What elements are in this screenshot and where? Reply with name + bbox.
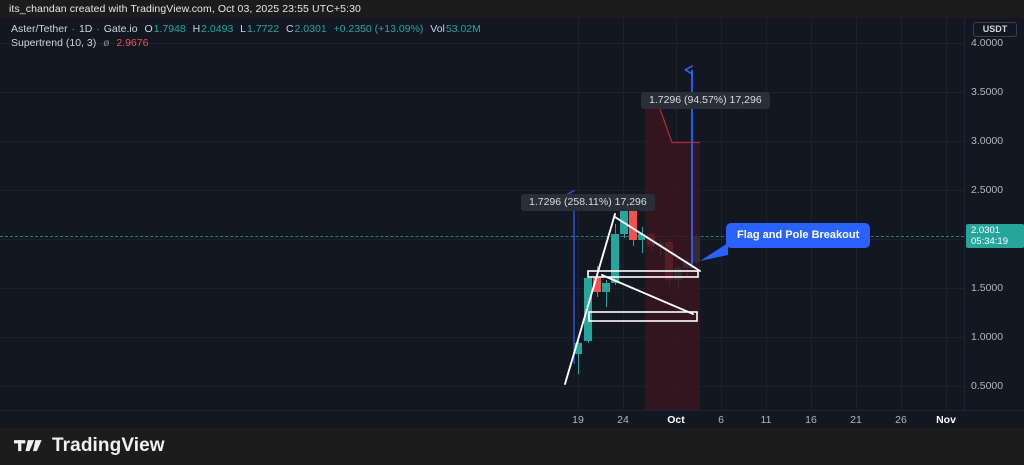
gridline-h bbox=[0, 238, 964, 240]
chart-pane[interactable]: 1.7296 (258.11%) 17,296 1.7296 (94.57%) … bbox=[0, 18, 964, 428]
callout-tail bbox=[700, 243, 728, 261]
chart-frame: 1.7296 (258.11%) 17,296 1.7296 (94.57%) … bbox=[0, 18, 1024, 428]
legend-low-label: L bbox=[240, 23, 246, 35]
candle bbox=[611, 18, 619, 410]
time-tick: 24 bbox=[617, 414, 629, 426]
legend-symbol[interactable]: Aster/Tether bbox=[11, 23, 68, 35]
price-tick: 2.5000 bbox=[971, 183, 1004, 196]
candle-wick bbox=[577, 341, 579, 374]
price-tick: 1.5000 bbox=[971, 281, 1004, 294]
gridline-h bbox=[0, 189, 964, 191]
time-scale[interactable]: 19 24 Oct 6 11 16 21 26 Nov bbox=[0, 410, 1024, 428]
candle bbox=[593, 18, 601, 410]
price-tick: 3.0000 bbox=[971, 134, 1004, 147]
price-tick: 0.5000 bbox=[971, 379, 1004, 392]
legend-indicator-value: 2.9676 bbox=[116, 37, 149, 49]
gridline-h bbox=[0, 140, 964, 142]
legend-indicator-name[interactable]: Supertrend (10, 3) bbox=[11, 37, 97, 49]
legend-sep-2: · bbox=[96, 23, 100, 35]
countdown-timer: 05:34:19 bbox=[971, 235, 1008, 247]
candle-body bbox=[620, 204, 628, 234]
horizontal-zones bbox=[587, 270, 699, 322]
price-tick: 1.0000 bbox=[971, 330, 1004, 343]
legend-interval[interactable]: 1D bbox=[78, 23, 93, 35]
gridline-v bbox=[856, 18, 857, 410]
time-tick: Nov bbox=[936, 414, 956, 426]
gridline-v bbox=[578, 18, 579, 410]
gridline-v bbox=[766, 18, 767, 410]
gridline-v bbox=[811, 18, 812, 410]
candle-body bbox=[629, 203, 637, 241]
price-tick: 4.0000 bbox=[971, 36, 1004, 49]
flag-upper-trendline bbox=[614, 216, 701, 272]
legend-high-value: 2.0493 bbox=[201, 23, 234, 35]
gridline-v bbox=[946, 18, 947, 410]
zone-lower bbox=[588, 311, 698, 322]
legend-low-value: 1.7722 bbox=[246, 23, 280, 35]
candle bbox=[574, 18, 582, 410]
gridline-h bbox=[0, 385, 964, 387]
candle-body bbox=[611, 233, 619, 283]
candle bbox=[602, 18, 610, 410]
gridline-h bbox=[0, 42, 964, 44]
gridline-h bbox=[0, 336, 964, 338]
legend-open-value: 1.7948 bbox=[153, 23, 186, 35]
time-tick: 21 bbox=[850, 414, 862, 426]
pole-trendline bbox=[564, 213, 616, 385]
legend-change: +0.2350 (+13.09%) bbox=[333, 23, 424, 35]
current-price-line bbox=[0, 235, 964, 237]
legend-exchange[interactable]: Gate.io bbox=[103, 23, 138, 35]
flag-lower-trendline bbox=[601, 274, 694, 315]
time-tick: 16 bbox=[805, 414, 817, 426]
current-price-value: 2.0301 bbox=[971, 224, 1001, 236]
candle-body bbox=[584, 277, 592, 342]
gridline-v bbox=[721, 18, 722, 410]
zone-upper bbox=[587, 270, 699, 278]
gridline-h bbox=[0, 91, 964, 93]
footer-bar: TradingView bbox=[0, 428, 1024, 465]
time-tick: 26 bbox=[895, 414, 907, 426]
time-tick: 6 bbox=[718, 414, 724, 426]
candle bbox=[629, 18, 637, 410]
time-tick: Oct bbox=[667, 414, 685, 426]
chart-legend: Aster/Tether · 1D · Gate.io O1.7948 H2.0… bbox=[11, 23, 482, 50]
candle-body bbox=[574, 343, 582, 355]
trendlines bbox=[564, 213, 701, 385]
chart-drawings bbox=[564, 18, 701, 411]
currency-badge[interactable]: USDT bbox=[973, 22, 1017, 37]
measure-label-lower: 1.7296 (258.11%) 17,296 bbox=[521, 194, 655, 211]
tradingview-logo[interactable]: TradingView bbox=[14, 435, 165, 457]
legend-close-label: C bbox=[285, 23, 294, 35]
legend-indicator-row: Supertrend (10, 3) ø 2.9676 bbox=[11, 37, 482, 50]
legend-ohlc-row: Aster/Tether · 1D · Gate.io O1.7948 H2.0… bbox=[11, 23, 482, 36]
legend-open-label: O bbox=[144, 23, 153, 35]
legend-high-label: H bbox=[192, 23, 201, 35]
measure-label-upper: 1.7296 (94.57%) 17,296 bbox=[641, 92, 770, 109]
gridline-v bbox=[901, 18, 902, 410]
candle bbox=[638, 18, 646, 410]
attribution-text: its_chandan created with TradingView.com… bbox=[0, 0, 1024, 18]
legend-volume-label: Vol bbox=[430, 23, 445, 35]
candle-body bbox=[593, 277, 601, 293]
gridline-h bbox=[0, 287, 964, 289]
current-price-badge: 2.0301 05:34:19 bbox=[966, 223, 1024, 248]
tradingview-wordmark: TradingView bbox=[52, 435, 165, 456]
candle bbox=[584, 18, 592, 410]
legend-volume-value: 53.02M bbox=[445, 23, 481, 35]
legend-indicator-symbol: ø bbox=[103, 37, 110, 49]
legend-sep-1: · bbox=[71, 23, 76, 35]
price-tick: 3.5000 bbox=[971, 85, 1004, 98]
price-scale[interactable]: USDT 4.0000 3.5000 3.0000 2.5000 1.5000 1.000… bbox=[964, 18, 1024, 428]
legend-close-value: 2.0301 bbox=[294, 23, 327, 35]
candle-body bbox=[602, 282, 610, 293]
time-tick: 19 bbox=[572, 414, 584, 426]
candle-wick bbox=[605, 279, 607, 308]
callout-flag-pole-breakout[interactable]: Flag and Pole Breakout bbox=[726, 223, 871, 248]
candle-body bbox=[638, 233, 646, 241]
candle bbox=[620, 18, 628, 410]
time-tick: 11 bbox=[760, 414, 772, 426]
tradingview-mark-icon bbox=[14, 439, 42, 451]
